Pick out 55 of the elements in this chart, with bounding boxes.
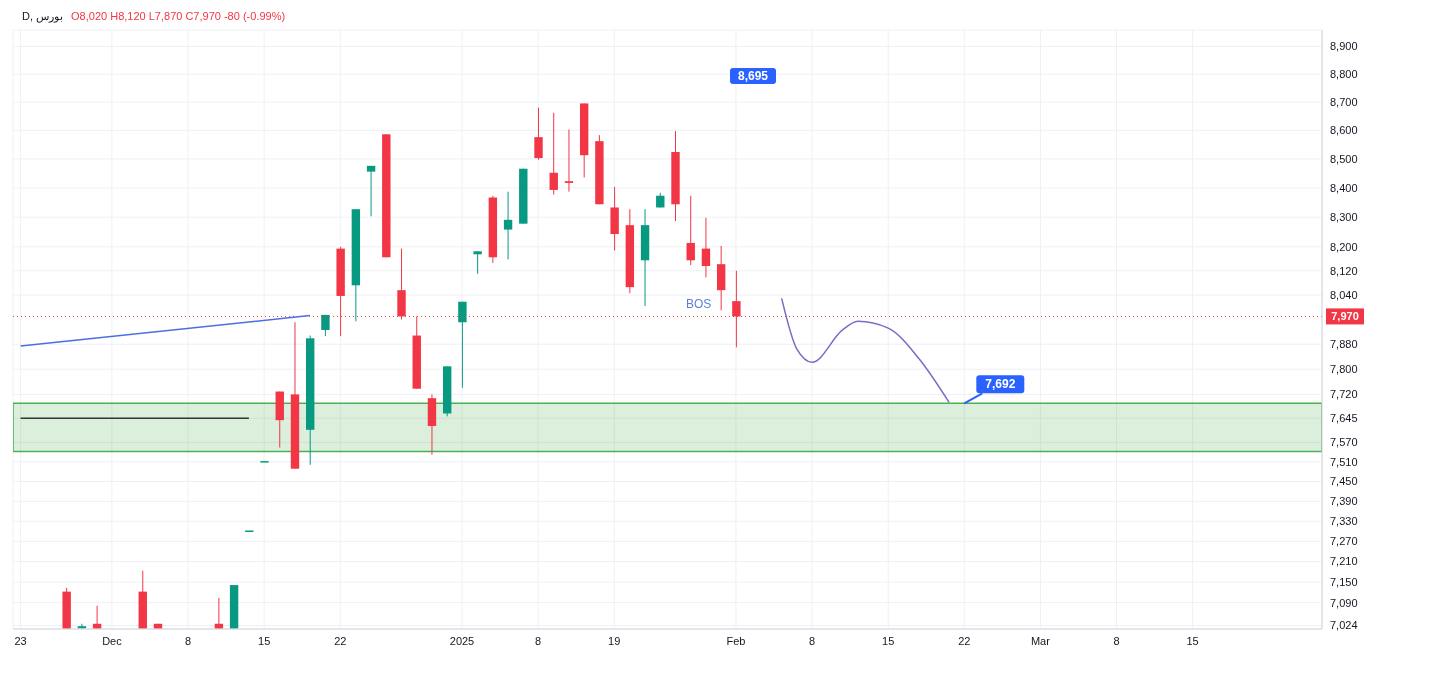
candlestick — [473, 250, 482, 275]
x-tick-label: 19 — [608, 634, 621, 647]
x-tick-label: 15 — [1186, 634, 1199, 647]
candlestick — [549, 112, 558, 196]
x-tick-label: 8 — [184, 634, 192, 647]
y-tick-label: 8,300 — [1330, 211, 1358, 224]
x-tick-label: 23 — [14, 634, 27, 647]
annotation: BOS — [678, 296, 720, 312]
y-tick-label: 8,900 — [1330, 40, 1358, 53]
x-tick-label: 15 — [882, 634, 895, 647]
x-tick-label: 8 — [535, 634, 542, 647]
y-tick-label: 7,720 — [1330, 388, 1358, 401]
chart-title: D, بورس — [22, 10, 64, 23]
x-tick-label: 15 — [258, 634, 271, 647]
y-tick-label: 8,120 — [1330, 264, 1358, 277]
y-tick-label: 7,800 — [1330, 363, 1358, 376]
x-tick-label: Mar — [1030, 634, 1051, 647]
y-tick-label: 7,270 — [1330, 535, 1358, 548]
y-tick-label: 8,040 — [1330, 288, 1358, 301]
x-tick-label: 22 — [958, 634, 971, 647]
x-tick-label: Feb — [726, 634, 746, 647]
x-tick-label: 8 — [1113, 634, 1120, 647]
candlestick — [503, 191, 513, 260]
chart-subtitle: O8,020 H8,120 L7,870 C7,970 -80 (-0.99%) — [71, 10, 286, 23]
candlestick — [564, 128, 574, 193]
x-tick-label: 2025 — [449, 634, 475, 647]
y-tick-label: 7,570 — [1330, 436, 1358, 449]
y-tick-label: 7,210 — [1330, 555, 1358, 568]
x-tick-label: Dec — [102, 634, 123, 647]
y-tick-label: 7,880 — [1330, 338, 1358, 351]
y-tick-label: 7,330 — [1330, 515, 1358, 528]
y-tick-label: 8,700 — [1330, 95, 1358, 108]
y-tick-label: 8,600 — [1330, 124, 1358, 137]
y-tick-label: 7,645 — [1330, 412, 1358, 425]
y-tick-label: 7,510 — [1330, 455, 1358, 468]
y-tick-label: 8,200 — [1330, 240, 1358, 253]
candlestick — [701, 217, 711, 278]
y-tick-label: 7,150 — [1330, 575, 1358, 588]
x-tick-label: 8 — [809, 634, 816, 647]
annotation: 7,692 — [985, 377, 1016, 392]
y-tick-label: 8,500 — [1330, 152, 1358, 165]
y-tick-label: 7,390 — [1330, 495, 1358, 508]
candlestick — [686, 195, 695, 266]
line-series — [780, 297, 950, 404]
ref-line-label: 7,970 — [1331, 310, 1359, 323]
x-tick-label: 22 — [334, 634, 347, 647]
annotation: 8,695 — [730, 68, 777, 84]
y-tick-label: 7,024 — [1330, 619, 1358, 632]
y-tick-label: 7,090 — [1330, 596, 1358, 609]
y-tick-label: 8,800 — [1330, 67, 1358, 80]
y-tick-label: 7,450 — [1330, 475, 1358, 488]
candlestick — [458, 301, 467, 389]
y-tick-label: 8,400 — [1330, 181, 1358, 194]
candlestick — [366, 165, 376, 217]
candlestick — [534, 107, 543, 161]
